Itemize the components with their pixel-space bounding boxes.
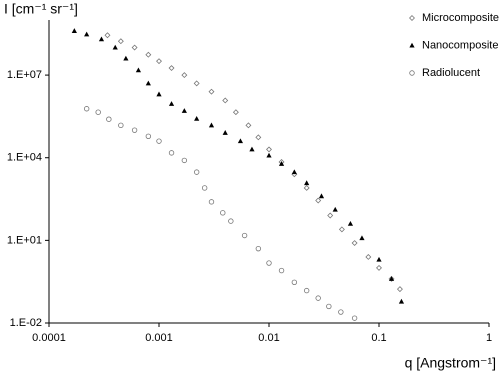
point <box>193 80 200 87</box>
point <box>351 315 358 321</box>
point <box>266 152 272 158</box>
point <box>359 235 365 241</box>
x-tick-label: 0.001 <box>145 332 173 344</box>
point <box>338 309 344 315</box>
point <box>291 169 297 175</box>
legend-label: Nanocomposite <box>422 39 498 51</box>
point <box>365 253 372 260</box>
x-tick-label: 0.01 <box>258 332 279 344</box>
point <box>303 184 310 191</box>
point <box>396 286 403 293</box>
point <box>201 185 208 191</box>
point <box>327 212 334 219</box>
point <box>220 210 226 216</box>
point <box>351 240 358 246</box>
point <box>84 31 90 37</box>
x-tick-label: 0.1 <box>371 332 386 344</box>
point <box>332 206 338 212</box>
point <box>117 38 124 45</box>
x-tick-label: 0.0001 <box>32 332 66 344</box>
point <box>315 197 322 204</box>
point <box>131 44 138 51</box>
legend-label: Radiolucent <box>422 67 480 79</box>
point <box>278 267 285 274</box>
point <box>135 67 142 73</box>
point <box>156 138 162 144</box>
x-axis-title: q [Angstrom⁻¹] <box>405 355 496 371</box>
point <box>123 55 129 61</box>
point <box>228 218 234 224</box>
point <box>388 276 395 281</box>
point <box>208 88 215 95</box>
point <box>237 138 244 144</box>
point <box>249 146 255 152</box>
point <box>145 80 151 86</box>
point <box>112 44 118 50</box>
point <box>338 226 345 233</box>
point <box>145 51 152 58</box>
point <box>318 193 325 199</box>
legend-label: Microcomposite <box>422 12 499 24</box>
point <box>376 256 382 262</box>
point <box>194 115 200 121</box>
legend-marker <box>409 42 415 48</box>
point <box>398 298 405 304</box>
point <box>376 264 382 271</box>
point <box>181 157 188 164</box>
point <box>168 150 175 156</box>
point <box>106 116 112 122</box>
point <box>315 295 321 301</box>
point <box>104 32 111 39</box>
legend-marker <box>409 70 415 76</box>
point <box>304 180 310 186</box>
point <box>181 108 187 113</box>
point <box>168 65 175 72</box>
point <box>326 303 332 310</box>
point <box>83 106 90 112</box>
point <box>266 146 272 153</box>
y-tick-label: 1.E+04 <box>7 152 42 164</box>
point <box>71 28 77 33</box>
point <box>118 122 124 129</box>
y-axis-title: I [cm⁻¹ sr⁻¹] <box>4 1 78 17</box>
y-tick-label: 1.E+01 <box>7 234 42 246</box>
point <box>222 97 229 104</box>
legend-marker <box>409 15 415 21</box>
point <box>245 122 252 129</box>
point <box>181 72 188 79</box>
point <box>255 134 262 141</box>
point <box>278 161 285 166</box>
point <box>266 260 272 266</box>
point <box>168 101 175 106</box>
point <box>156 58 162 65</box>
point <box>145 133 152 139</box>
point <box>156 91 162 97</box>
point <box>241 232 248 239</box>
y-tick-label: 1.E+07 <box>7 69 42 81</box>
point <box>222 130 228 135</box>
point <box>208 122 215 128</box>
point <box>193 169 200 175</box>
point <box>98 36 105 42</box>
point <box>131 127 138 133</box>
point <box>303 287 310 294</box>
point <box>95 109 101 115</box>
point <box>347 220 354 226</box>
point <box>232 109 239 116</box>
y-tick-label: 1.E-02 <box>10 317 42 329</box>
point <box>255 245 262 252</box>
x-tick-label: 1 <box>486 332 492 344</box>
point <box>208 199 215 205</box>
point <box>291 279 298 286</box>
